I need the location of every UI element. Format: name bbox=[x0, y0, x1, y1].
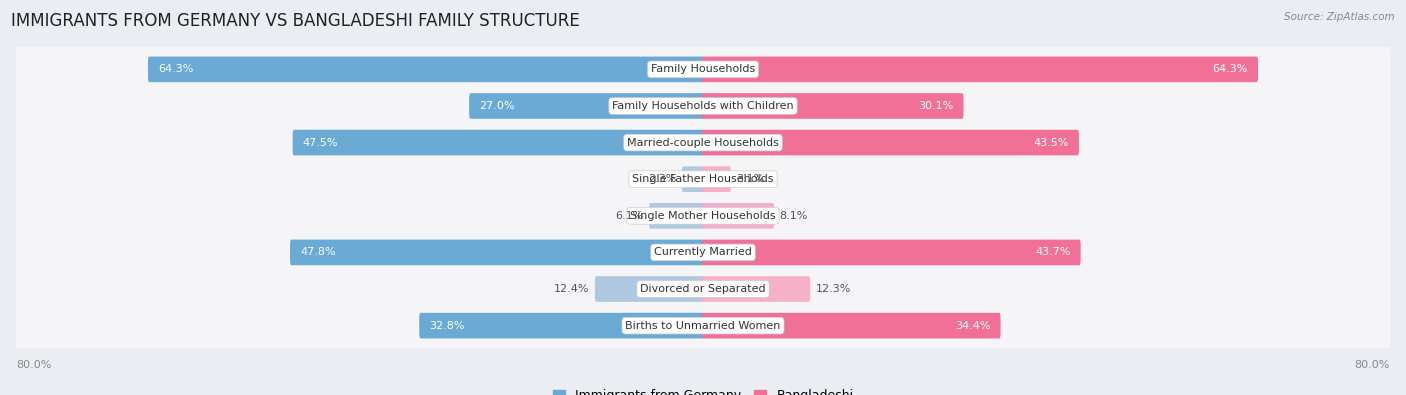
Text: 30.1%: 30.1% bbox=[918, 101, 953, 111]
FancyBboxPatch shape bbox=[702, 93, 963, 119]
FancyBboxPatch shape bbox=[702, 240, 1081, 265]
FancyBboxPatch shape bbox=[292, 130, 704, 155]
Text: 80.0%: 80.0% bbox=[17, 360, 52, 371]
Text: 64.3%: 64.3% bbox=[157, 64, 193, 74]
Text: 64.3%: 64.3% bbox=[1213, 64, 1249, 74]
FancyBboxPatch shape bbox=[702, 203, 775, 229]
Text: Married-couple Households: Married-couple Households bbox=[627, 137, 779, 148]
FancyBboxPatch shape bbox=[148, 56, 704, 82]
Text: Divorced or Separated: Divorced or Separated bbox=[640, 284, 766, 294]
Text: 43.7%: 43.7% bbox=[1035, 247, 1071, 258]
Text: 43.5%: 43.5% bbox=[1033, 137, 1069, 148]
FancyBboxPatch shape bbox=[650, 203, 704, 229]
Text: 12.4%: 12.4% bbox=[554, 284, 589, 294]
FancyBboxPatch shape bbox=[15, 300, 1391, 351]
Text: 34.4%: 34.4% bbox=[955, 321, 991, 331]
Legend: Immigrants from Germany, Bangladeshi: Immigrants from Germany, Bangladeshi bbox=[547, 384, 859, 395]
FancyBboxPatch shape bbox=[15, 190, 1391, 241]
FancyBboxPatch shape bbox=[15, 44, 1391, 95]
FancyBboxPatch shape bbox=[419, 313, 704, 339]
FancyBboxPatch shape bbox=[595, 276, 704, 302]
FancyBboxPatch shape bbox=[15, 81, 1391, 131]
Text: Births to Unmarried Women: Births to Unmarried Women bbox=[626, 321, 780, 331]
Text: 80.0%: 80.0% bbox=[1354, 360, 1389, 371]
Text: 47.8%: 47.8% bbox=[299, 247, 336, 258]
FancyBboxPatch shape bbox=[470, 93, 704, 119]
FancyBboxPatch shape bbox=[702, 276, 810, 302]
Text: IMMIGRANTS FROM GERMANY VS BANGLADESHI FAMILY STRUCTURE: IMMIGRANTS FROM GERMANY VS BANGLADESHI F… bbox=[11, 12, 581, 30]
Text: 12.3%: 12.3% bbox=[815, 284, 851, 294]
Text: 32.8%: 32.8% bbox=[429, 321, 464, 331]
Text: Single Mother Households: Single Mother Households bbox=[630, 211, 776, 221]
Text: 47.5%: 47.5% bbox=[302, 137, 337, 148]
FancyBboxPatch shape bbox=[702, 313, 1001, 339]
Text: Source: ZipAtlas.com: Source: ZipAtlas.com bbox=[1284, 12, 1395, 22]
FancyBboxPatch shape bbox=[15, 117, 1391, 168]
Text: 8.1%: 8.1% bbox=[780, 211, 808, 221]
FancyBboxPatch shape bbox=[702, 166, 731, 192]
Text: Single Father Households: Single Father Households bbox=[633, 174, 773, 184]
Text: Currently Married: Currently Married bbox=[654, 247, 752, 258]
FancyBboxPatch shape bbox=[702, 56, 1258, 82]
Text: Family Households: Family Households bbox=[651, 64, 755, 74]
FancyBboxPatch shape bbox=[15, 154, 1391, 205]
Text: 27.0%: 27.0% bbox=[479, 101, 515, 111]
Text: 6.1%: 6.1% bbox=[616, 211, 644, 221]
FancyBboxPatch shape bbox=[702, 130, 1078, 155]
Text: Family Households with Children: Family Households with Children bbox=[612, 101, 794, 111]
FancyBboxPatch shape bbox=[15, 264, 1391, 314]
FancyBboxPatch shape bbox=[15, 227, 1391, 278]
FancyBboxPatch shape bbox=[290, 240, 704, 265]
Text: 3.1%: 3.1% bbox=[737, 174, 765, 184]
FancyBboxPatch shape bbox=[682, 166, 704, 192]
Text: 2.3%: 2.3% bbox=[648, 174, 676, 184]
